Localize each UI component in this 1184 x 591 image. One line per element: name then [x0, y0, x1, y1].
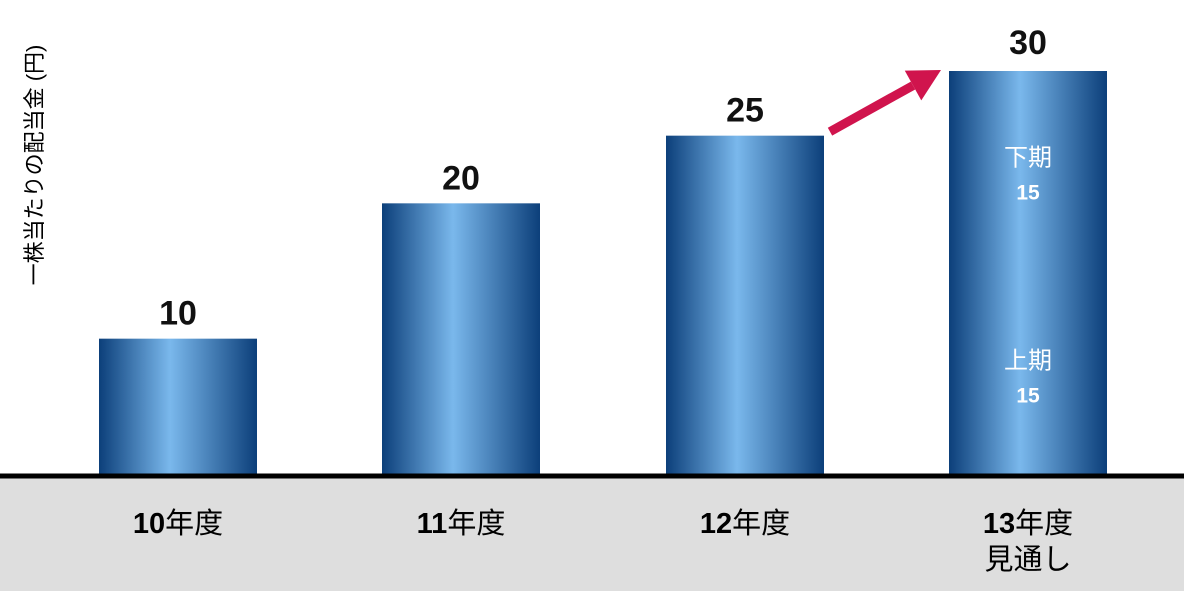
- segment-label: 上期: [1004, 348, 1052, 375]
- category-label: 11年度: [416, 508, 506, 540]
- bar-value-label: 10: [159, 295, 197, 333]
- segment-label: 下期: [1004, 145, 1052, 172]
- bars-group: [99, 71, 1107, 475]
- y-axis-label: 一株当たりの配当金 (円): [22, 44, 47, 286]
- category-label: 10年度: [132, 508, 224, 540]
- bar-value-label: 25: [726, 92, 764, 130]
- bar-value-label: 30: [1009, 24, 1047, 62]
- arrow-shaft: [827, 81, 916, 136]
- segment-value-label: 15: [1016, 182, 1040, 205]
- bar-value-label: 20: [442, 159, 480, 197]
- growth-arrow: [827, 70, 941, 136]
- bar: [666, 135, 824, 474]
- arrow-head: [904, 70, 941, 101]
- value-labels-group: 10 20 25 上期 15 下期 15 30: [159, 24, 1052, 408]
- category-label: 13年度 見通し: [982, 508, 1074, 576]
- category-axis-band: [0, 476, 1184, 591]
- bar-segment-first-half: [949, 271, 1107, 474]
- segment-value-label: 15: [1016, 385, 1040, 408]
- bar-segment-second-half: [949, 71, 1107, 271]
- bar: [382, 203, 540, 475]
- category-label: 12年度: [699, 508, 791, 540]
- bar: [99, 338, 257, 474]
